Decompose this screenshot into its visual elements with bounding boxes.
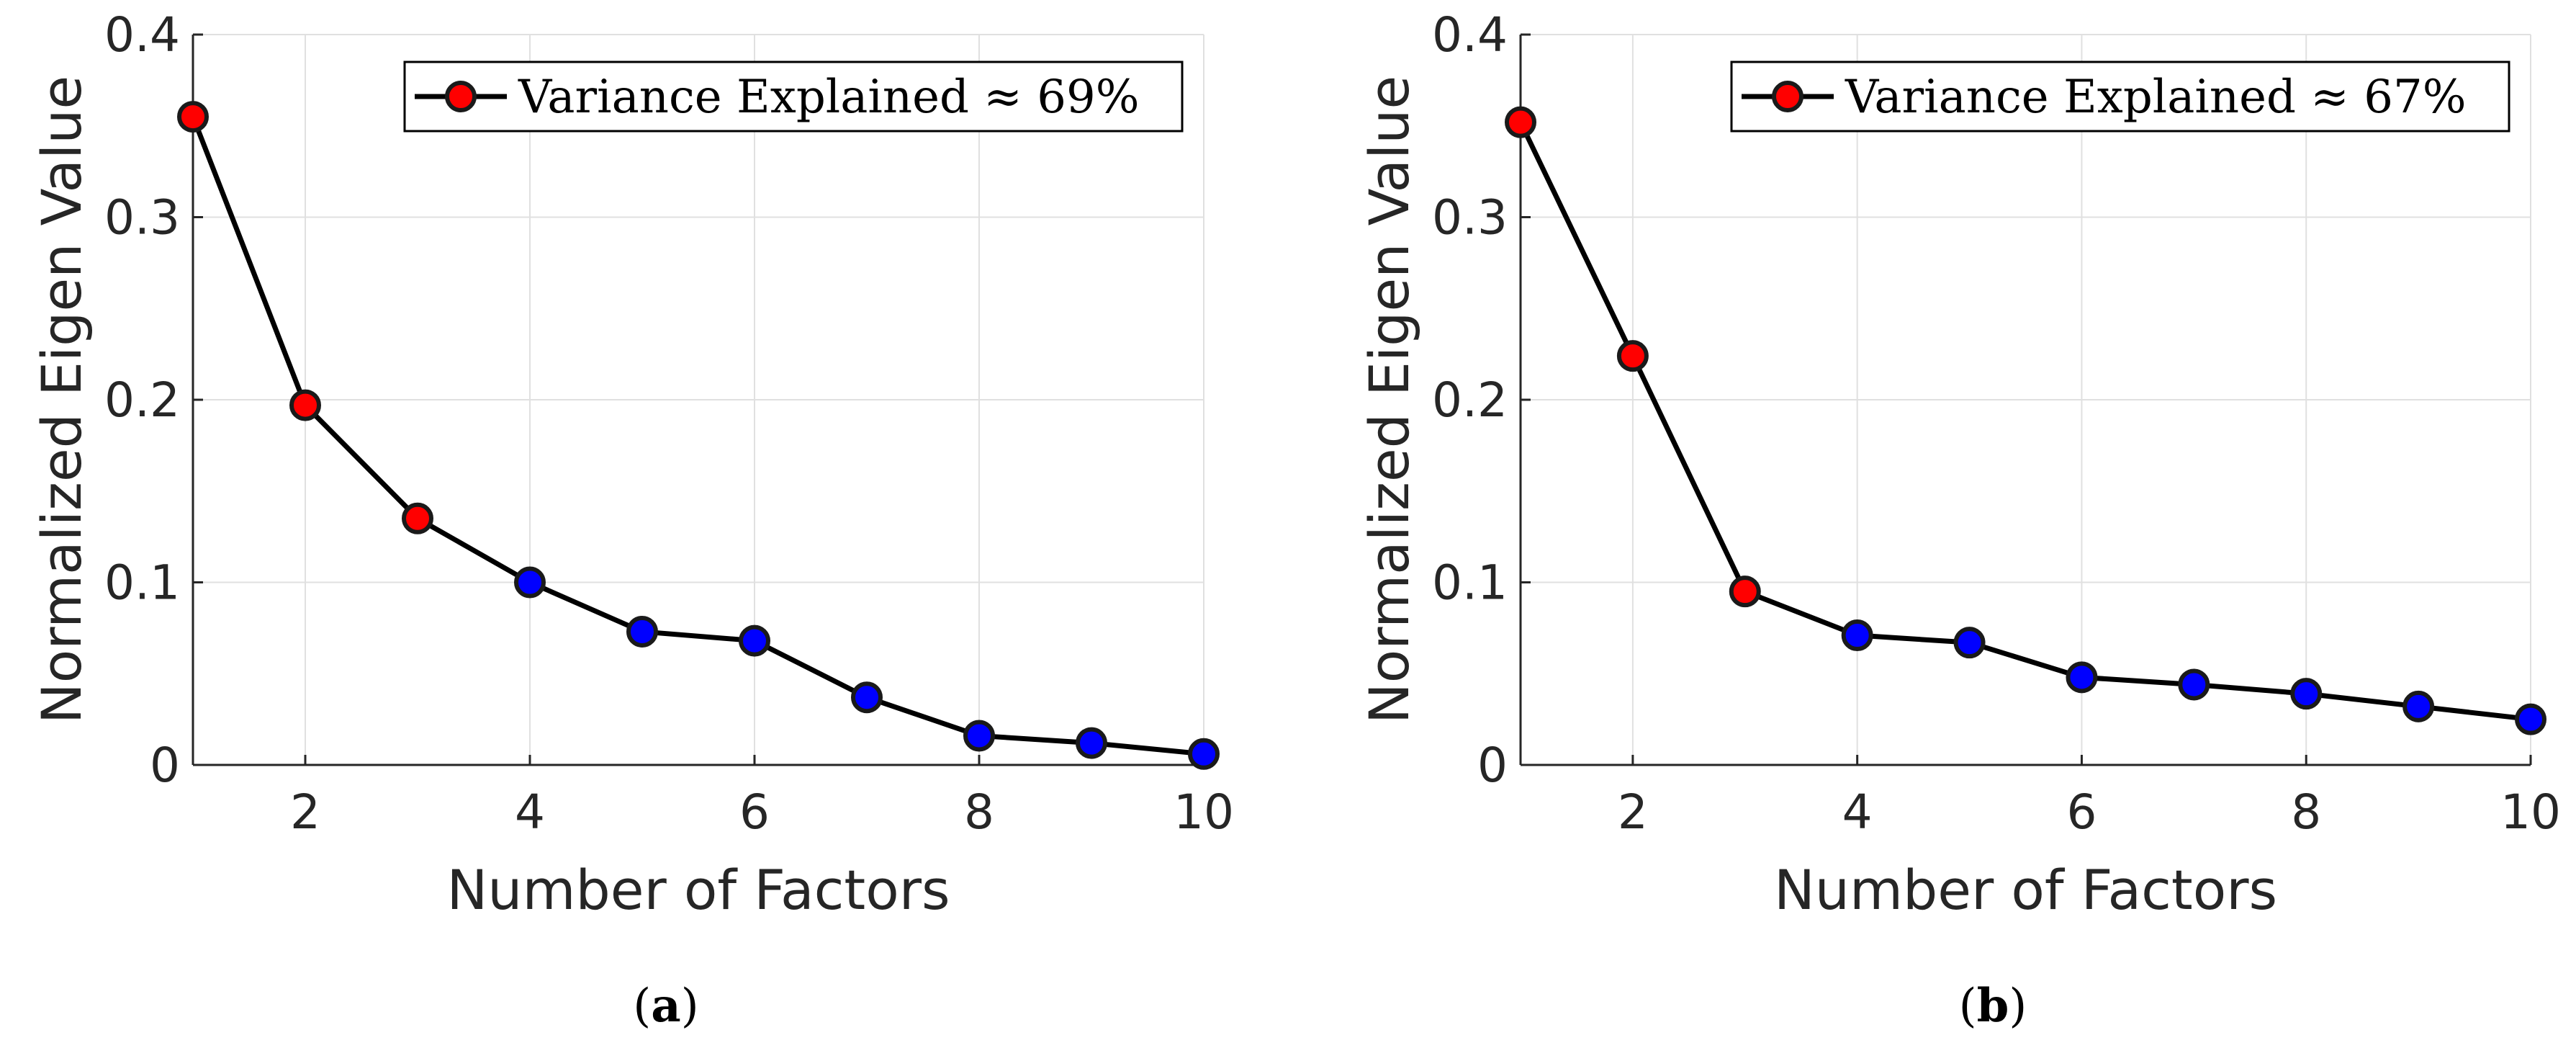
discarded-point [851,681,883,714]
discarded-point [626,615,658,648]
retained-point [177,101,209,133]
panel-label-close: ) [2009,980,2027,1033]
discarded-point [2290,678,2323,710]
x-tick-label: 10 [2500,784,2561,840]
discarded-point [514,566,546,599]
x-tick-label: 2 [1618,784,1648,840]
series-line [190,115,1204,757]
y-axis-title: Normalized Eigen Value [1357,76,1421,724]
x-tick-label: 10 [1174,784,1234,840]
y-tick-label: 0.2 [1432,372,1508,428]
legend-marker-swatch [445,81,477,112]
x-tick-label: 6 [2066,784,2097,840]
y-tick-label: 0.3 [1432,190,1508,246]
discarded-point [2402,690,2435,722]
discarded-point [2178,668,2210,701]
panel-label-close: ) [681,980,699,1033]
retained-point [402,502,433,534]
x-tick-label: 2 [290,784,320,840]
x-tick-label: 4 [515,784,545,840]
y-tick-label: 0.4 [1432,7,1508,63]
retained-point [289,389,321,421]
chart-panel-b: 2 4 6 8 10 0 0.1 0.2 0.3 0.4 Number of Factors Norm… [1357,7,2561,1033]
retained-point [1505,106,1536,138]
discarded-point [2066,661,2098,694]
y-tick-label: 0.3 [104,190,180,246]
retained-point [1729,575,1761,608]
panel-label: (a) [633,979,698,1033]
discarded-point [1188,738,1220,770]
y-tick-label: 0.1 [104,555,180,611]
panel-label-letter: a [651,979,680,1033]
legend-box [403,61,1184,133]
legend-label: Variance Explained ≈ 67% [1845,71,2467,124]
panel-label-open: ( [633,980,651,1033]
discarded-point [1841,619,1873,652]
panel-label-open: ( [1959,980,1977,1033]
x-axis-title: Number of Factors [1774,858,2277,922]
x-tick-label: 6 [739,784,770,840]
discarded-point [963,720,995,752]
y-tick-label: 0.2 [104,372,180,428]
panel-label: (b) [1959,979,2027,1033]
retained-point [1616,340,1649,372]
legend-marker-swatch [1772,81,1803,112]
x-tick-label: 8 [2291,784,2321,840]
series-line [1518,121,2531,722]
y-tick-label: 0 [150,738,180,793]
legend-box [1730,61,2510,133]
y-tick-label: 0.1 [1432,555,1508,611]
panel-label-letter: b [1977,979,2009,1033]
legend: Variance Explained ≈ 67% [1730,61,2510,133]
x-tick-label: 4 [1842,784,1873,840]
discarded-point [739,624,770,657]
x-tick-label: 8 [964,784,994,840]
legend: Variance Explained ≈ 69% [403,61,1184,133]
y-axis-title: Normalized Eigen Value [30,76,94,724]
discarded-point [1076,727,1107,759]
discarded-point [1953,627,1986,659]
legend-label: Variance Explained ≈ 69% [518,71,1140,124]
x-axis-title: Number of Factors [446,858,950,922]
discarded-point [2515,703,2546,735]
y-tick-label: 0 [1477,738,1508,793]
y-tick-label: 0.4 [104,7,180,63]
chart-panel-a: 2 4 6 8 10 0 0.1 0.2 0.3 0.4 Number of Factors Norm… [30,7,1234,1033]
